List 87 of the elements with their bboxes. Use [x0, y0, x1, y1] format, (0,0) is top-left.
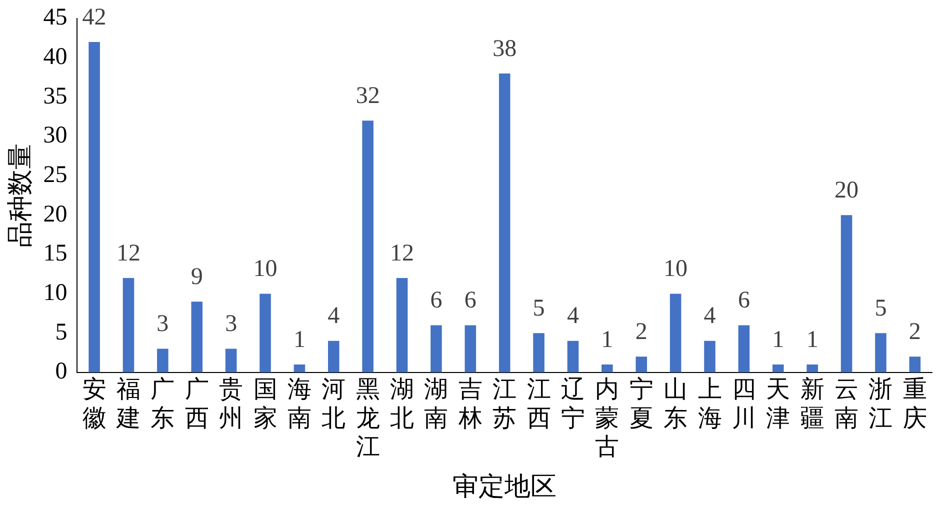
data-label: 1: [601, 326, 614, 353]
bar: [840, 215, 852, 372]
bar: [567, 340, 579, 372]
x-tick-label: 国家: [253, 377, 278, 432]
x-tick-label: 海南: [287, 377, 312, 432]
bar: [602, 364, 613, 372]
bar: [806, 364, 818, 372]
bar: [533, 333, 544, 372]
data-label: 2: [635, 318, 648, 345]
x-tick-label: 湖北: [390, 377, 414, 432]
x-tick-label: 河北: [322, 377, 346, 432]
x-tick-label: 上海: [698, 377, 722, 432]
bar: [157, 348, 168, 372]
data-label: 38: [492, 36, 517, 62]
data-label: 4: [566, 303, 579, 330]
x-tick-label: 浙江: [868, 377, 893, 432]
bar: [191, 302, 203, 372]
x-tick-label: 黑龙江: [356, 377, 380, 461]
bar: [88, 42, 100, 372]
x-tick-label: 江西: [526, 377, 551, 432]
bar: [294, 364, 306, 372]
data-label: 6: [430, 287, 442, 314]
bar: [260, 294, 271, 372]
data-label: 1: [772, 326, 784, 353]
bar: [772, 364, 784, 372]
bar: [225, 348, 237, 372]
x-tick-label: 贵州: [219, 377, 244, 432]
data-label: 3: [225, 311, 238, 338]
bar: [670, 294, 682, 372]
bar: [362, 120, 374, 372]
data-label: 1: [806, 326, 818, 353]
bar: [396, 278, 408, 372]
y-tick-label: 45: [43, 4, 68, 31]
bar: [875, 333, 886, 372]
x-tick-label: 宁夏: [629, 376, 654, 432]
y-tick-label: 0: [55, 358, 68, 385]
y-tick-label: 40: [43, 44, 68, 70]
data-label: 6: [738, 287, 750, 314]
bar: [328, 340, 340, 372]
x-tick-label: 湖南: [424, 377, 448, 432]
bar: [909, 356, 921, 372]
x-tick-label: 广东: [150, 376, 175, 432]
bar: [464, 325, 476, 372]
data-label: 3: [156, 311, 169, 338]
bar: [636, 356, 648, 372]
x-tick-label: 江苏: [492, 377, 517, 432]
data-label: 42: [82, 4, 106, 30]
bar: [430, 325, 442, 372]
bar: [704, 340, 716, 372]
data-label: 5: [532, 295, 545, 322]
x-tick-label: 辽宁: [560, 377, 585, 432]
bar: [122, 278, 134, 372]
x-tick-label: 天津: [766, 377, 790, 432]
x-tick-label: 四川: [732, 377, 756, 432]
x-tick-label: 吉林: [457, 377, 482, 432]
y-axis-title: 品种数量: [5, 143, 34, 248]
data-label: 20: [834, 177, 859, 204]
x-tick-label: 重庆: [902, 377, 927, 432]
data-label: 6: [464, 287, 476, 314]
data-label: 10: [253, 256, 278, 282]
x-tick-label: 山东: [664, 377, 688, 432]
bar: [738, 325, 750, 372]
data-label: 4: [704, 303, 716, 330]
y-tick-label: 30: [43, 122, 68, 149]
data-label: 12: [390, 240, 414, 266]
x-axis-title: 审定地区: [452, 472, 557, 502]
y-tick-label: 25: [43, 162, 68, 188]
data-label: 5: [874, 295, 887, 322]
bar: [498, 73, 510, 372]
y-tick-label: 20: [43, 201, 68, 228]
x-tick-label: 新疆: [800, 376, 824, 432]
y-tick-label: 10: [43, 280, 68, 306]
data-label: 12: [116, 240, 140, 266]
x-tick-label: 内蒙古: [595, 377, 620, 461]
data-label: 1: [293, 326, 306, 353]
y-tick-label: 35: [43, 83, 68, 110]
x-tick-label: 安徽: [82, 376, 106, 432]
x-tick-label: 广西: [184, 376, 209, 432]
y-tick-label: 5: [55, 319, 68, 346]
x-tick-label: 福建: [115, 377, 140, 432]
data-label: 4: [328, 303, 340, 330]
data-label: 10: [664, 256, 688, 282]
data-label: 32: [356, 82, 380, 109]
x-tick-label: 云南: [834, 377, 859, 432]
y-tick-label: 15: [43, 240, 68, 267]
data-label: 2: [908, 318, 921, 345]
data-label: 9: [190, 264, 203, 290]
